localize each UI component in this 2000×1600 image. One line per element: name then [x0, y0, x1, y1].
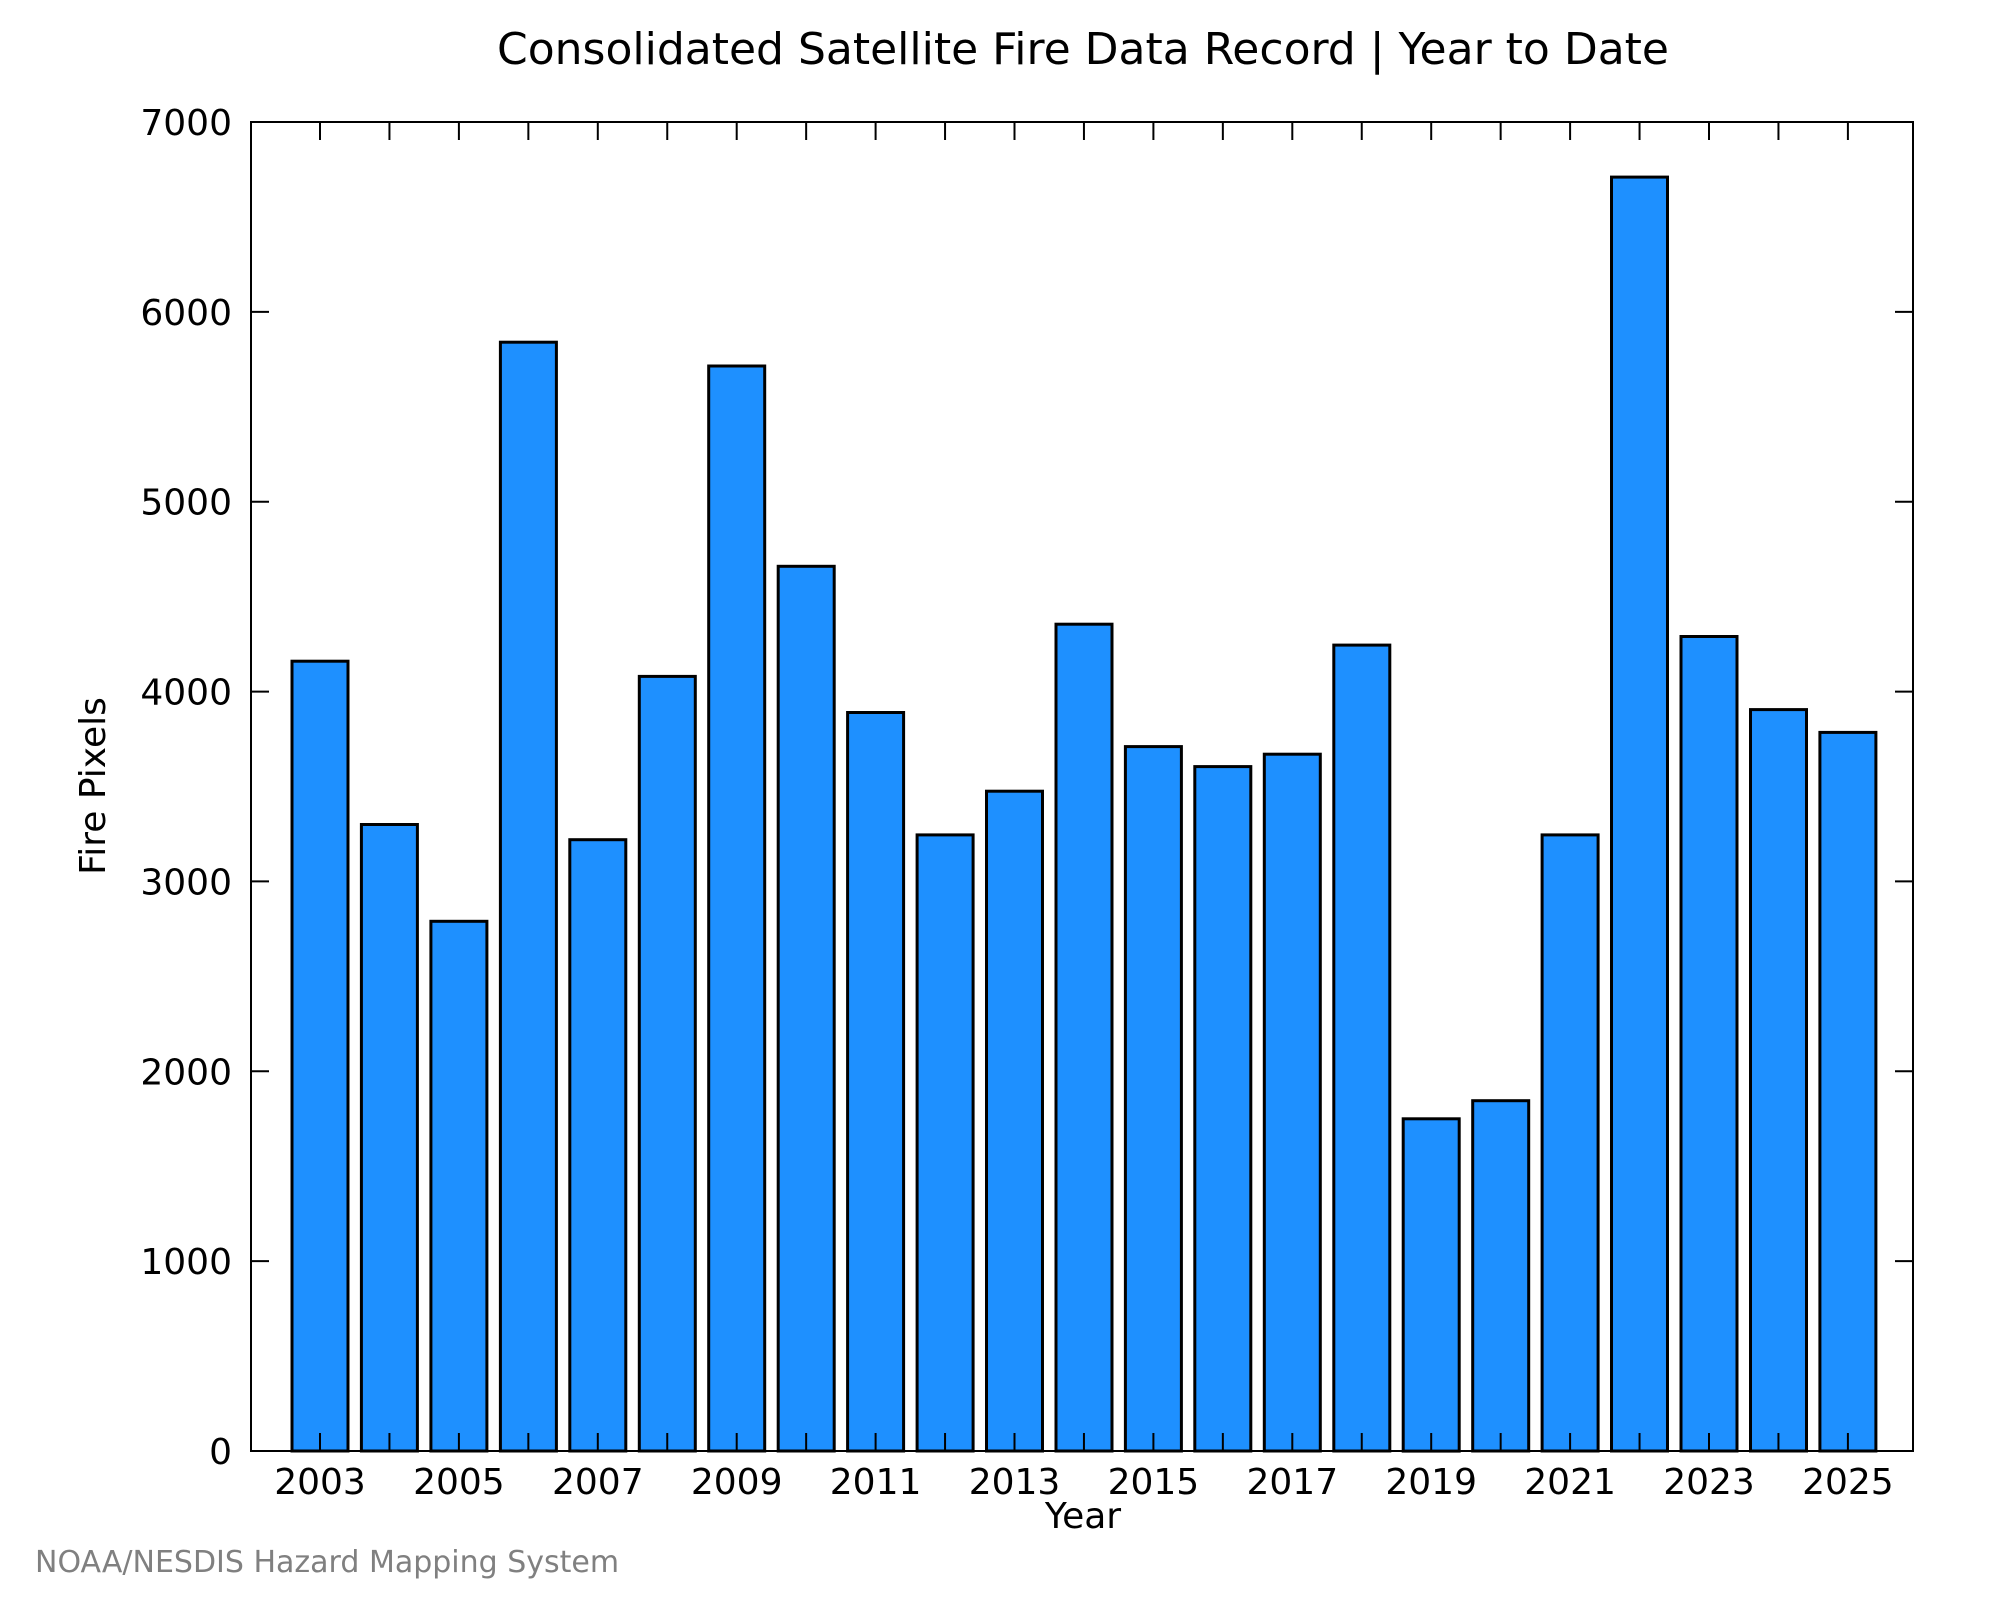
bar-2020: [1471, 1099, 1531, 1453]
bar-2019: [1401, 1117, 1461, 1453]
x-tick-label-2017: 2017: [1246, 1462, 1338, 1503]
bar-2017: [1262, 752, 1322, 1453]
x-tick-label-2009: 2009: [691, 1462, 783, 1503]
y-tick-label-6000: 6000: [140, 293, 232, 334]
x-tick-label-2023: 2023: [1663, 1462, 1755, 1503]
y-tick-label-4000: 4000: [140, 673, 232, 714]
bar-2022: [1610, 175, 1669, 1453]
bar-2018: [1332, 643, 1392, 1453]
bar-2014: [1054, 622, 1114, 1453]
bar-2005: [429, 919, 489, 1453]
bar-2013: [985, 789, 1044, 1453]
bar-2008: [637, 674, 697, 1453]
bar-2012: [915, 833, 975, 1453]
bar-2016: [1193, 765, 1253, 1453]
chart-title: Consolidated Satellite Fire Data Record …: [497, 24, 1669, 75]
y-tick-label-0: 0: [209, 1432, 232, 1473]
bar-2025: [1818, 730, 1878, 1453]
bar-2010: [776, 564, 836, 1453]
y-axis-label: Fire Pixels: [73, 697, 114, 875]
bar-2015: [1123, 745, 1183, 1453]
bar-2023: [1679, 635, 1739, 1453]
credit-text: NOAA/NESDIS Hazard Mapping System: [35, 1545, 619, 1580]
y-tick-label-2000: 2000: [140, 1052, 232, 1093]
x-axis-label: Year: [1044, 1496, 1121, 1537]
y-tick-label-7000: 7000: [140, 103, 232, 144]
bars: [290, 175, 1878, 1453]
x-tick-label-2011: 2011: [830, 1462, 922, 1503]
x-tick-label-2005: 2005: [413, 1462, 505, 1503]
y-tick-label-5000: 5000: [140, 483, 232, 524]
bar-2024: [1749, 708, 1808, 1453]
x-tick-label-2013: 2013: [969, 1462, 1061, 1503]
x-tick-label-2003: 2003: [274, 1462, 366, 1503]
x-tick-label-2007: 2007: [552, 1462, 644, 1503]
ticks: [251, 121, 1913, 1452]
bar-2011: [846, 711, 906, 1453]
y-tick-label-1000: 1000: [140, 1242, 232, 1283]
plot-frame: [250, 121, 1914, 1452]
x-tick-label-2015: 2015: [1108, 1462, 1200, 1503]
x-tick-label-2021: 2021: [1524, 1462, 1616, 1503]
bar-2007: [568, 838, 628, 1453]
bar-2009: [707, 364, 767, 1453]
x-tick-label-2019: 2019: [1385, 1462, 1477, 1503]
bar-2004: [359, 823, 419, 1453]
y-tick-label-3000: 3000: [140, 862, 232, 903]
x-tick-labels: 2003 2005 2007 2009 2011 2013 2015 2017 2019 2021…: [274, 1462, 1894, 1503]
bar-2006: [498, 340, 558, 1453]
y-tick-labels: 0 1000 2000 3000 4000 5000 6000 7000: [140, 103, 232, 1473]
x-tick-label-2025: 2025: [1802, 1462, 1894, 1503]
bar-2021: [1540, 833, 1600, 1453]
bar-2003: [290, 659, 350, 1453]
